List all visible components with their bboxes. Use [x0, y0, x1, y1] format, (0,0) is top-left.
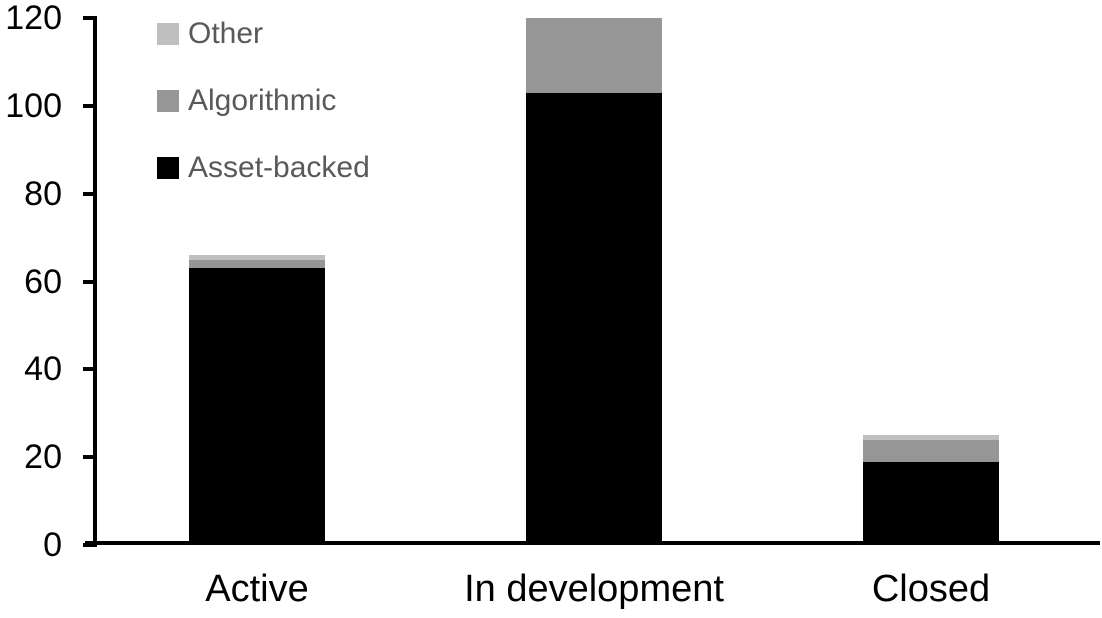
bar-segment-asset-backed-active — [189, 268, 325, 545]
legend-label-algorithmic: Algorithmic — [188, 84, 337, 117]
legend-item-asset-backed: Asset-backed — [157, 151, 370, 184]
bar-segment-other-closed — [863, 435, 999, 440]
y-tick-mark — [83, 16, 97, 20]
legend-item-other: Other — [157, 17, 370, 50]
y-tick-mark — [83, 455, 97, 459]
bar-segment-algorithmic-active — [189, 260, 325, 268]
y-tick-mark — [83, 280, 97, 284]
bar-segment-other-active — [189, 255, 325, 260]
legend-swatch-other-icon — [157, 23, 179, 45]
legend-item-algorithmic: Algorithmic — [157, 84, 370, 117]
x-category-label-active: Active — [205, 568, 309, 610]
y-tick-label: 100 — [5, 87, 62, 125]
legend-swatch-algorithmic-icon — [157, 90, 179, 112]
y-tick-mark — [83, 192, 97, 196]
y-tick-label: 80 — [24, 175, 62, 213]
x-category-label-closed: Closed — [871, 568, 991, 610]
legend-swatch-asset-backed-icon — [157, 157, 179, 179]
x-axis-line — [85, 541, 1100, 545]
y-tick-mark — [83, 104, 97, 108]
y-tick-mark — [83, 543, 97, 547]
y-tick-label: 60 — [24, 263, 62, 301]
bar-segment-algorithmic-closed — [863, 440, 999, 462]
x-category-label-in-development: In development — [464, 568, 724, 610]
y-tick-label: 20 — [24, 438, 62, 476]
bar-segment-asset-backed-closed — [863, 462, 999, 545]
bar-segment-asset-backed-in-development — [526, 93, 662, 545]
legend-label-asset-backed: Asset-backed — [188, 151, 370, 184]
y-tick-mark — [83, 367, 97, 371]
legend-label-other: Other — [188, 17, 264, 50]
y-tick-label: 120 — [5, 0, 62, 37]
bar-segment-algorithmic-in-development — [526, 18, 662, 93]
legend: Other Algorithmic Asset-backed — [157, 17, 370, 223]
y-tick-label: 40 — [24, 350, 62, 388]
y-tick-label: 0 — [43, 526, 62, 564]
